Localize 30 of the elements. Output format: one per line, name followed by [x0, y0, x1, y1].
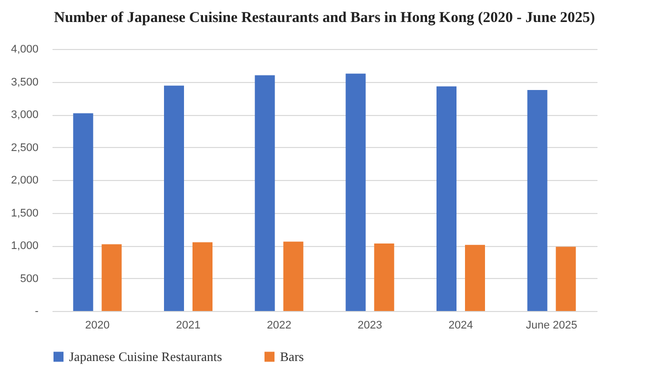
legend-label: Japanese Cuisine Restaurants [69, 348, 222, 364]
y-tick-label: 500 [20, 272, 38, 285]
x-tick-label: 2023 [358, 320, 382, 332]
bar [465, 244, 485, 311]
y-tick-label: 2,500 [10, 142, 38, 154]
bar [73, 113, 94, 311]
y-tick-label: 4,000 [10, 44, 38, 56]
bar [527, 90, 548, 311]
bar [254, 75, 275, 311]
chart-title: Number of Japanese Cuisine Restaurants and Bars in Hong Kong (2020 - June 2025) [54, 10, 596, 26]
bar [102, 244, 122, 311]
x-tick-label: 2021 [176, 320, 200, 332]
bar [436, 86, 456, 311]
x-tick-label: June 2025 [526, 320, 578, 332]
y-tick-label: 1,500 [10, 207, 38, 220]
bar [192, 242, 212, 311]
y-tick-label: - [34, 306, 39, 318]
bar [346, 74, 366, 311]
bar [374, 244, 394, 311]
bar [164, 86, 184, 311]
legend-label: Bars [280, 348, 304, 364]
x-tick-label: 2020 [85, 320, 110, 332]
bar [556, 246, 576, 311]
y-tick-label: 3,500 [10, 76, 38, 88]
y-tick-label: 2,000 [10, 174, 38, 186]
y-tick-label: 1,000 [10, 240, 38, 252]
y-tick-label: 3,000 [10, 109, 38, 121]
x-tick-label: 2022 [266, 320, 292, 332]
x-tick-label: 2024 [448, 320, 473, 332]
bar [283, 242, 304, 311]
